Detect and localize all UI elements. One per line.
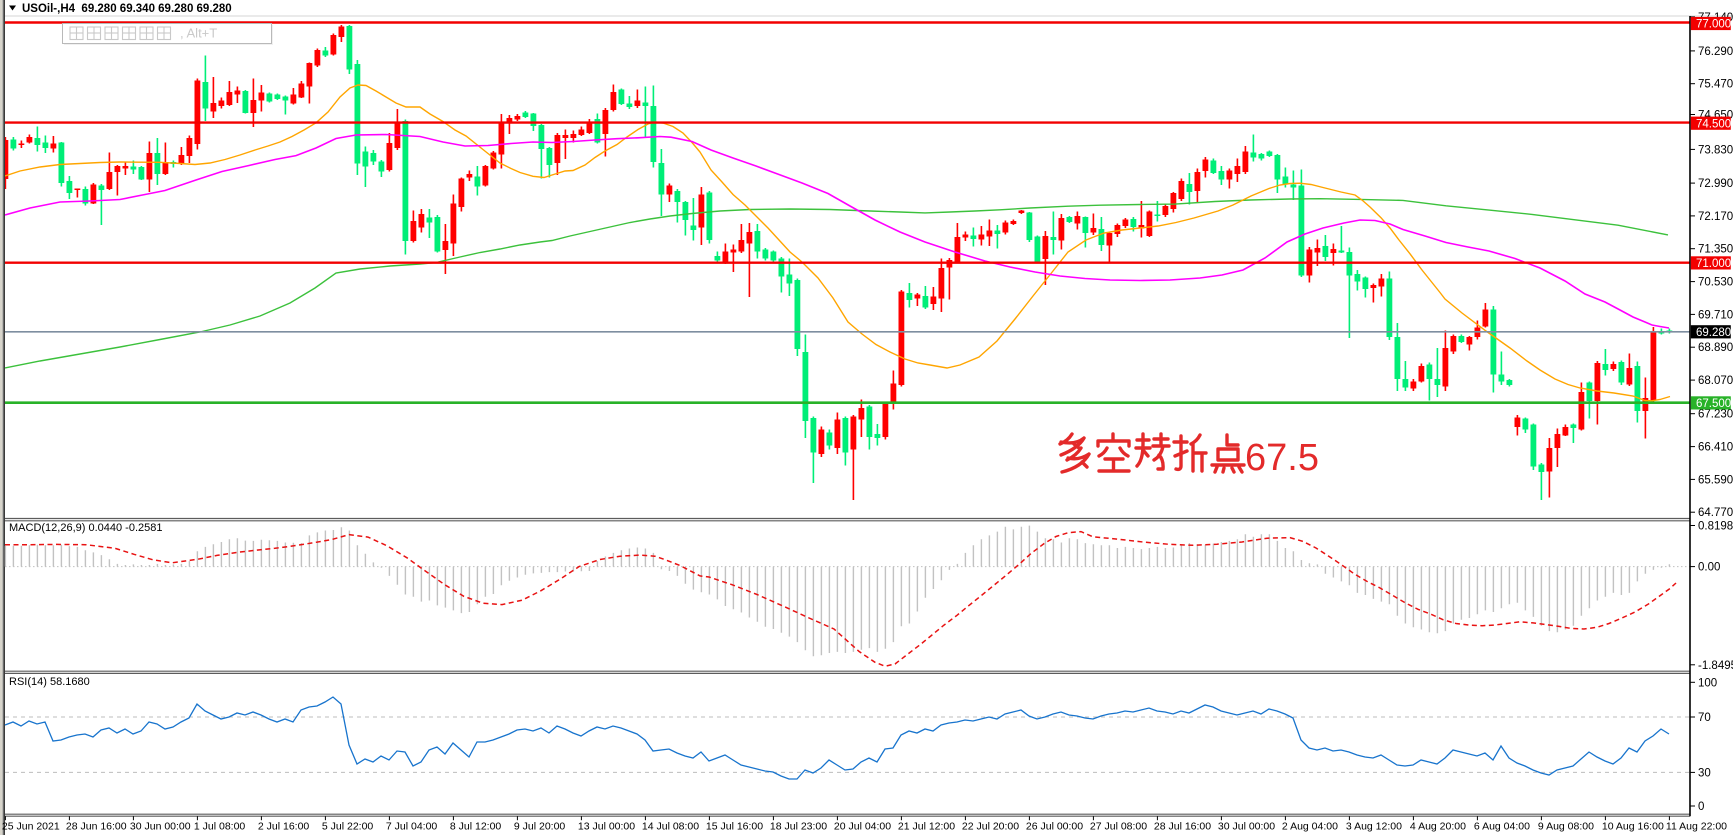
svg-text:-1.8495: -1.8495 (1698, 660, 1733, 672)
svg-text:20 Jul 04:00: 20 Jul 04:00 (834, 821, 891, 833)
svg-text:28 Jun 16:00: 28 Jun 16:00 (66, 821, 127, 833)
svg-text:22 Jul 20:00: 22 Jul 20:00 (962, 821, 1019, 833)
svg-text:73.830: 73.830 (1698, 144, 1733, 156)
svg-text:76.290: 76.290 (1698, 46, 1733, 58)
svg-text:0: 0 (1698, 801, 1704, 813)
svg-text:MACD(12,26,9) 0.0440 -0.2581: MACD(12,26,9) 0.0440 -0.2581 (9, 522, 162, 534)
svg-text:68.070: 68.070 (1698, 375, 1733, 387)
svg-text:75.470: 75.470 (1698, 79, 1733, 91)
svg-text:71.000: 71.000 (1696, 258, 1731, 270)
svg-text:2 Jul 16:00: 2 Jul 16:00 (258, 821, 310, 833)
svg-text:18 Jul 23:00: 18 Jul 23:00 (770, 821, 827, 833)
svg-text:2 Aug 04:00: 2 Aug 04:00 (1282, 821, 1338, 833)
svg-text:9 Jul 20:00: 9 Jul 20:00 (514, 821, 566, 833)
svg-text:, Alt+T: , Alt+T (180, 26, 217, 41)
svg-text:USOil-,H4 69.280 69.340 69.28: USOil-,H4 69.280 69.340 69.280 69.280 (22, 3, 232, 15)
svg-text:1 Jul 08:00: 1 Jul 08:00 (194, 821, 246, 833)
svg-text:100: 100 (1698, 677, 1717, 689)
svg-text:6 Aug 04:00: 6 Aug 04:00 (1474, 821, 1530, 833)
svg-text:74.500: 74.500 (1696, 118, 1731, 130)
svg-text:5 Jul 22:00: 5 Jul 22:00 (322, 821, 374, 833)
svg-text:4 Aug 20:00: 4 Aug 20:00 (1410, 821, 1466, 833)
svg-text:71.350: 71.350 (1698, 244, 1733, 256)
svg-text:26 Jul 00:00: 26 Jul 00:00 (1026, 821, 1083, 833)
svg-text:67.230: 67.230 (1698, 409, 1733, 421)
svg-text:9 Aug 08:00: 9 Aug 08:00 (1538, 821, 1594, 833)
svg-text:28 Jul 16:00: 28 Jul 16:00 (1154, 821, 1211, 833)
svg-text:66.410: 66.410 (1698, 442, 1733, 454)
svg-text:8 Jul 12:00: 8 Jul 12:00 (450, 821, 502, 833)
svg-text:30: 30 (1698, 767, 1711, 779)
svg-text:0.8198: 0.8198 (1698, 521, 1733, 533)
svg-text:65.590: 65.590 (1698, 474, 1733, 486)
svg-text:69.710: 69.710 (1698, 309, 1733, 321)
svg-text:30 Jul 00:00: 30 Jul 00:00 (1218, 821, 1275, 833)
svg-text:67.5: 67.5 (1245, 437, 1319, 479)
svg-text:64.770: 64.770 (1698, 507, 1733, 519)
svg-text:67.500: 67.500 (1696, 398, 1731, 410)
svg-text:72.990: 72.990 (1698, 178, 1733, 190)
svg-text:25 Jun 2021: 25 Jun 2021 (2, 821, 60, 833)
svg-text:68.890: 68.890 (1698, 342, 1733, 354)
svg-text:3 Aug 12:00: 3 Aug 12:00 (1346, 821, 1402, 833)
svg-text:70.530: 70.530 (1698, 277, 1733, 289)
svg-text:27 Jul 08:00: 27 Jul 08:00 (1090, 821, 1147, 833)
svg-text:11 Aug 22:00: 11 Aug 22:00 (1666, 821, 1727, 833)
svg-text:72.170: 72.170 (1698, 211, 1733, 223)
svg-text:21 Jul 12:00: 21 Jul 12:00 (898, 821, 955, 833)
svg-text:RSI(14) 58.1680: RSI(14) 58.1680 (9, 676, 90, 688)
svg-text:70: 70 (1698, 712, 1711, 724)
svg-text:14 Jul 08:00: 14 Jul 08:00 (642, 821, 699, 833)
svg-text:69.280: 69.280 (1696, 327, 1731, 339)
svg-text:30 Jun 00:00: 30 Jun 00:00 (130, 821, 191, 833)
svg-text:15 Jul 16:00: 15 Jul 16:00 (706, 821, 763, 833)
svg-text:0.00: 0.00 (1698, 562, 1720, 574)
svg-text:77.000: 77.000 (1696, 19, 1731, 31)
svg-text:7 Jul 04:00: 7 Jul 04:00 (386, 821, 438, 833)
svg-text:10 Aug 16:00: 10 Aug 16:00 (1602, 821, 1664, 833)
svg-text:13 Jul 00:00: 13 Jul 00:00 (578, 821, 635, 833)
